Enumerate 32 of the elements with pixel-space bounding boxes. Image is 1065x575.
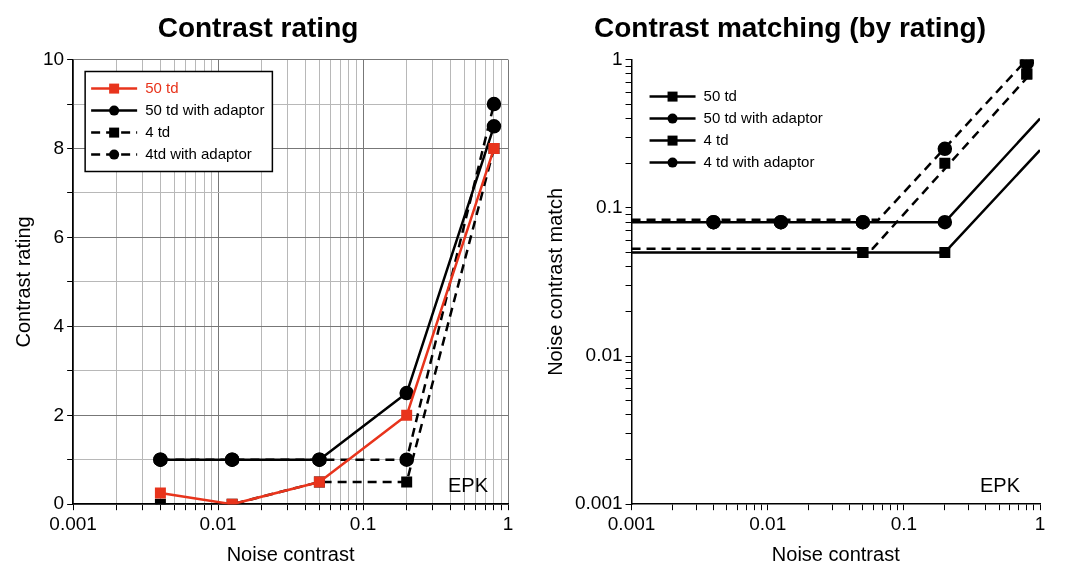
legend-label: 50 td with adaptor <box>145 100 265 118</box>
x-tick-label: 1 <box>1034 512 1046 534</box>
chart-title: Contrast rating <box>157 11 359 43</box>
x-tick-label: 0.1 <box>349 512 377 534</box>
annotation: EPK <box>979 473 1021 496</box>
y-tick-label: 10 <box>42 47 65 69</box>
y-tick-label: 0.01 <box>585 344 623 366</box>
annotation: EPK <box>447 473 489 496</box>
y-tick-label: 6 <box>53 225 65 247</box>
x-axis-title: Noise contrast <box>771 542 901 565</box>
y-tick-label: 0.001 <box>575 492 623 514</box>
y-tick-label: 2 <box>53 403 65 425</box>
y-tick-label: 8 <box>53 136 65 158</box>
x-tick-label: 0.01 <box>749 512 787 534</box>
y-tick-label: 0 <box>53 492 65 514</box>
y-axis-title: Contrast rating <box>11 216 34 348</box>
x-axis-title: Noise contrast <box>226 542 355 565</box>
legend-label: 4 td <box>145 122 171 140</box>
y-axis-title: Noise contrast match <box>543 187 566 376</box>
chart-title: Contrast matching (by rating) <box>593 11 987 43</box>
legend-label: 50 td with adaptor <box>703 108 823 126</box>
y-tick-label: 0.1 <box>596 196 623 218</box>
x-tick-label: 0.1 <box>890 512 918 534</box>
legend-label: 4td with adaptor <box>145 144 252 162</box>
legend-label: 4 td with adaptor <box>703 152 815 170</box>
legend-label: 50 td <box>145 78 179 96</box>
y-tick-label: 4 <box>53 314 65 336</box>
y-tick-label: 1 <box>611 47 623 69</box>
x-tick-label: 1 <box>502 512 514 534</box>
legend-label: 4 td <box>703 130 729 148</box>
legend-label: 50 td <box>703 86 737 104</box>
x-tick-label: 0.01 <box>199 512 237 534</box>
